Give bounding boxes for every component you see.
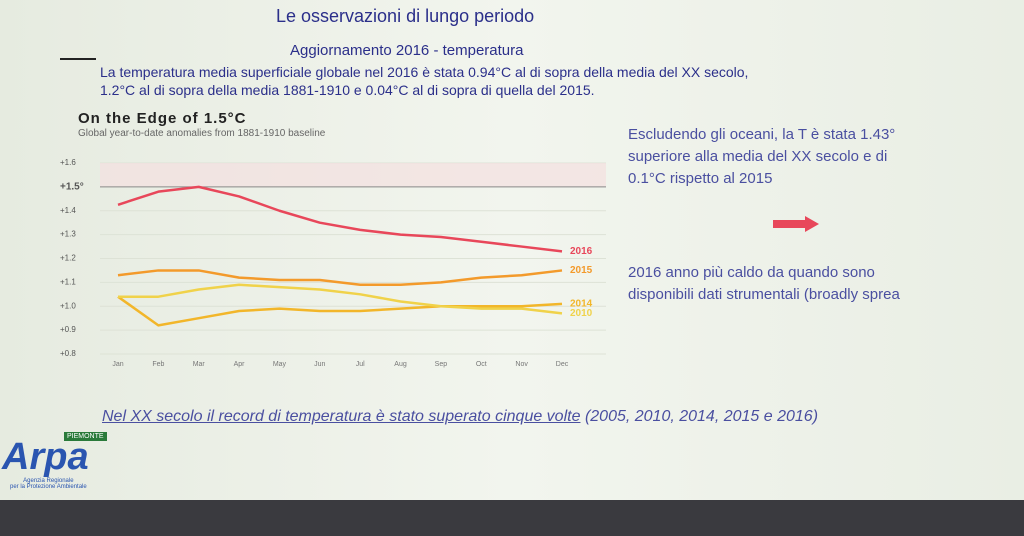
x-tick-label: Jul: [356, 361, 365, 368]
x-tick-label: Dec: [556, 361, 569, 368]
logo: Arpa: [2, 436, 89, 478]
y-tick-label: +1.3: [60, 230, 76, 239]
arrow-line: [60, 58, 96, 60]
intro-line: La temperatura media superficiale global…: [100, 64, 749, 80]
x-tick-label: Jun: [314, 361, 325, 368]
x-tick-label: Sep: [435, 361, 448, 368]
reference-band: [100, 163, 606, 187]
intro-line: 1.2°C al di sopra della media 1881-1910 …: [100, 82, 595, 98]
x-tick-label: Jan: [112, 361, 123, 368]
series-line: [118, 283, 563, 315]
x-tick-label: Aug: [394, 361, 407, 368]
side-line: superiore alla media del XX secolo e di: [628, 148, 888, 165]
y-tick-label: +1.2: [60, 254, 76, 263]
footer-link: Nel XX secolo il record di temperatura è…: [102, 408, 581, 425]
x-tick-label: Feb: [152, 361, 164, 368]
series-line: [117, 295, 563, 327]
series-label: 2010: [570, 308, 593, 319]
x-tick-label: Mar: [193, 361, 206, 368]
slide-title: Le osservazioni di lungo periodo: [276, 6, 535, 26]
footer-rest: (2005, 2010, 2014, 2015 e 2016): [584, 408, 819, 425]
logo-caption: Agenzia Regionale per la Protezione Ambi…: [10, 478, 87, 490]
y-tick-label: +1.6: [60, 158, 76, 167]
series-label: 2016: [570, 246, 593, 257]
y-tick-label: +0.9: [60, 325, 76, 334]
x-tick-label: May: [273, 361, 287, 368]
chart-subtitle: Global year-to-date anomalies from 1881-…: [78, 128, 326, 139]
side-line: 0.1°C rispetto al 2015: [628, 170, 773, 187]
x-tick-label: Oct: [476, 361, 487, 368]
slide-subtitle: Aggiornamento 2016 - temperatura: [290, 42, 524, 59]
chart-title: On the Edge of 1.5°C: [78, 110, 247, 127]
series-line: [117, 269, 563, 287]
y-tick-label: +1.1: [60, 277, 76, 286]
logo-badge: PIEMONTE: [64, 432, 107, 441]
caption-line: per la Protezione Ambientale: [10, 484, 87, 490]
y-tick-label: +1.4: [60, 206, 76, 215]
y-tick-label: +1.0: [60, 301, 76, 310]
footer: Nel XX secolo il record di temperatura è…: [102, 408, 1024, 426]
caption-line: Agenzia Regionale: [23, 478, 74, 484]
slide: Le osservazioni di lungo periodo Aggiorn…: [0, 0, 1024, 500]
y-tick-label: +1.5°: [60, 182, 84, 193]
x-tick-label: Nov: [515, 361, 528, 368]
x-tick-label: Apr: [234, 361, 246, 368]
side-text: Escludendo gli oceani, la T è stata 1.43…: [628, 124, 895, 190]
y-tick-label: +0.8: [60, 349, 76, 358]
side-line: disponibili dati strumentali (broadly sp…: [628, 286, 900, 303]
side-text: 2016 anno più caldo da quando sono dispo…: [628, 262, 1024, 306]
series-line: [117, 185, 563, 253]
series-label: 2014: [570, 299, 593, 310]
side-line: Escludendo gli oceani, la T è stata 1.43…: [628, 126, 896, 143]
side-line: 2016 anno più caldo da quando sono: [628, 264, 875, 281]
series-label: 2015: [570, 265, 593, 276]
